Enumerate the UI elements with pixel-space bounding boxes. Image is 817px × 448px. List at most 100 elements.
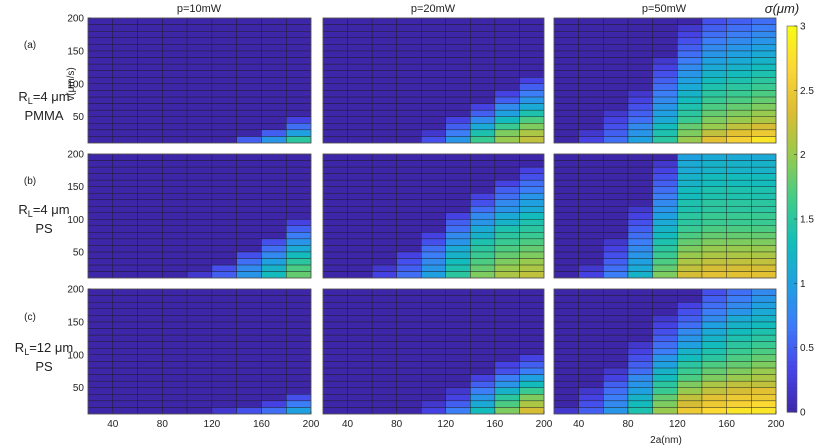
heatmap-cell [347,288,373,296]
heatmap-cell [519,219,545,226]
heatmap-cell [445,103,471,111]
heatmap-cell [186,63,213,71]
heatmap-cell [578,123,604,131]
heatmap-cell [186,315,213,323]
heatmap-cell [603,83,629,91]
heatmap-cell [261,166,287,174]
heatmap-cell [701,407,727,415]
heatmap-cell [652,251,678,259]
heatmap-cell [421,103,446,111]
heatmap-cell [677,407,703,415]
heatmap-cell [347,394,373,402]
x-tick-label: 200 [303,419,320,430]
heatmap-cell [371,166,397,174]
heatmap-cell [603,103,629,111]
heatmap-cell [286,321,312,329]
y-tick-label: 100 [67,79,84,90]
heatmap-cell [494,387,520,395]
heatmap-cell [445,109,471,117]
colorbar-segment [787,43,797,49]
heatmap-cell [261,160,287,168]
colorbar-segment [787,386,797,392]
y-tick-label: 100 [67,350,84,361]
heatmap-cell [553,17,579,25]
heatmap-cell [286,90,312,98]
heatmap-cell [603,334,629,342]
heatmap-cell [162,354,188,362]
heatmap-cell [261,400,287,408]
heatmap-cell [494,206,520,213]
heatmap-cell [677,57,703,65]
heatmap-cell [211,37,237,45]
heatmap-cell [137,206,163,213]
heatmap-cell [421,116,446,124]
heatmap-cell [261,348,287,355]
y-tick-label: 100 [67,215,84,226]
heatmap-cell [347,160,373,168]
heatmap-cell [494,315,520,323]
heatmap-cell [701,129,727,137]
heatmap-cell [470,50,496,58]
heatmap-cell [603,153,629,161]
heatmap-cell [677,17,703,25]
heatmap-cell [371,232,397,240]
heatmap-cell [186,57,213,65]
heatmap-panel-c-3: 40 80 120 160 200 [553,288,785,430]
heatmap-cell [578,348,604,355]
heatmap-cell [371,328,397,336]
colorbar-segment [787,128,797,134]
heatmap-cell [162,258,188,266]
heatmap-cell [236,44,262,52]
heatmap-cell [701,348,727,355]
heatmap-cell [726,160,752,168]
heatmap-cell [236,219,262,226]
heatmap-cell [751,394,777,402]
heatmap-cell [652,308,678,316]
heatmap-cell [677,288,703,296]
colorbar-tick-label: 2 [800,150,806,161]
heatmap-cell [137,83,163,91]
heatmap-cell [396,394,422,402]
heatmap-cell [236,321,262,329]
heatmap-cell [627,354,653,362]
heatmap-cell [603,328,629,336]
heatmap-cell [87,24,113,32]
heatmap-cell [162,160,188,168]
heatmap-cell [186,103,213,111]
heatmap-cell [470,394,496,402]
heatmap-cell [211,341,237,349]
heatmap-cell [87,63,113,71]
heatmap-cell [421,394,446,402]
heatmap-cell [236,83,262,91]
heatmap-cell [553,258,579,266]
heatmap-cell [87,136,113,144]
heatmap-cell [701,96,727,104]
heatmap-cell [627,251,653,259]
heatmap-cell [286,258,312,266]
heatmap-cell [445,315,471,323]
heatmap-cell [652,374,678,382]
heatmap-cell [371,271,397,279]
heatmap-cell [236,251,262,259]
heatmap-cell [578,407,604,415]
heatmap-cell [421,315,446,323]
colorbar-segment [787,244,797,250]
heatmap-cell [494,136,520,144]
heatmap-cell [162,219,188,226]
heatmap-cell [578,394,604,402]
heatmap-cell [211,219,237,226]
heatmap-cell [519,37,545,45]
panel-frame [322,153,545,279]
colorbar-segment [787,369,797,374]
heatmap-cell [627,348,653,355]
heatmap-cell [286,251,312,259]
heatmap-cell [701,354,727,362]
heatmap-cell [470,136,496,144]
heatmap-cell [261,77,287,84]
heatmap-cell [236,116,262,124]
heatmap-cell [603,315,629,323]
heatmap-cell [286,70,312,78]
column-title-p50: p=50mW [642,3,687,15]
heatmap-cell [421,295,446,303]
heatmap-cell [137,341,163,349]
